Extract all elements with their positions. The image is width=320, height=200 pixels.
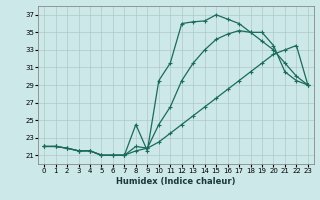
X-axis label: Humidex (Indice chaleur): Humidex (Indice chaleur) xyxy=(116,177,236,186)
